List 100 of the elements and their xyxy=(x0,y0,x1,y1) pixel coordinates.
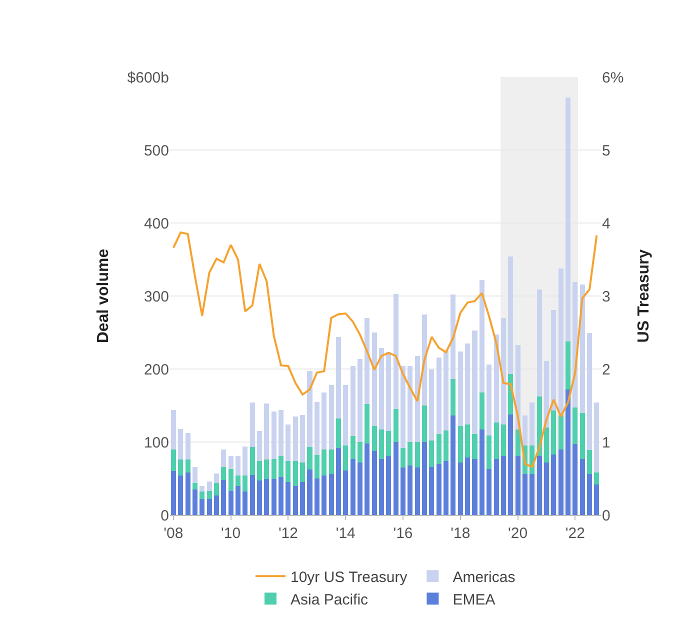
bar xyxy=(214,482,219,496)
bar xyxy=(494,458,499,515)
bar xyxy=(350,366,356,436)
bar xyxy=(336,336,341,419)
legend-label: 10yr US Treasury xyxy=(290,569,408,586)
bar xyxy=(458,462,463,515)
x-tick-label: '08 xyxy=(164,525,184,542)
bar xyxy=(558,449,564,515)
bar xyxy=(300,462,306,482)
bar xyxy=(378,348,384,430)
bar xyxy=(271,458,276,480)
bar xyxy=(530,402,535,446)
bar xyxy=(494,422,499,459)
bar xyxy=(214,495,219,515)
bar xyxy=(386,352,392,432)
bar xyxy=(422,406,428,442)
y-tick-label: 200 xyxy=(144,361,169,378)
bar xyxy=(307,447,312,470)
bar xyxy=(522,416,528,446)
bar xyxy=(414,356,420,442)
bar xyxy=(551,454,556,515)
bar xyxy=(170,471,176,515)
bar xyxy=(450,416,456,515)
y-tick-label: 0 xyxy=(160,507,169,524)
x-tick-label: '18 xyxy=(450,525,470,542)
bar xyxy=(364,404,370,444)
bar xyxy=(372,332,377,426)
bar xyxy=(450,379,456,416)
bar xyxy=(250,474,255,515)
bar xyxy=(343,470,348,515)
bar xyxy=(572,444,578,515)
y-tick-label: 500 xyxy=(144,142,169,160)
bar xyxy=(286,460,291,482)
bar xyxy=(465,457,470,515)
bar xyxy=(170,410,176,450)
bar xyxy=(271,479,276,515)
bar xyxy=(594,472,600,484)
bar xyxy=(508,256,514,374)
bar xyxy=(565,97,571,342)
bar xyxy=(264,479,270,515)
bar xyxy=(551,310,556,411)
bar xyxy=(200,492,205,499)
bar xyxy=(178,476,184,515)
bar xyxy=(551,410,556,454)
bar xyxy=(580,412,585,459)
bar xyxy=(372,450,377,515)
bar xyxy=(286,482,291,515)
bar xyxy=(486,469,492,515)
bar xyxy=(236,456,241,476)
bar xyxy=(228,456,234,470)
bar xyxy=(479,280,484,392)
y2-tick-label: 1 xyxy=(602,434,610,452)
bar xyxy=(314,402,320,456)
bar xyxy=(314,478,320,515)
bar xyxy=(393,409,398,442)
x-tick-label: '22 xyxy=(565,525,585,542)
bar xyxy=(271,411,276,459)
bar xyxy=(408,442,413,466)
bar xyxy=(479,430,484,515)
bar xyxy=(536,289,542,397)
bar xyxy=(292,416,298,461)
x-tick-label: '10 xyxy=(221,525,241,542)
bar xyxy=(336,418,341,448)
y-tick-label: 100 xyxy=(144,434,169,452)
bar xyxy=(328,474,334,515)
bar xyxy=(408,465,413,515)
bar xyxy=(558,416,564,450)
y-tick-label: 400 xyxy=(144,215,169,232)
bar xyxy=(343,446,348,470)
bar xyxy=(429,370,434,441)
bar xyxy=(414,468,420,515)
bar xyxy=(500,424,506,456)
bar xyxy=(250,402,255,448)
bar xyxy=(286,424,291,461)
bar xyxy=(322,449,327,476)
bar xyxy=(236,476,241,486)
bar xyxy=(322,476,327,515)
bar xyxy=(408,366,413,442)
bar xyxy=(242,476,248,492)
bar xyxy=(328,449,334,474)
bar xyxy=(206,481,212,491)
y2-tick-label: 4 xyxy=(602,215,610,232)
bar xyxy=(292,460,298,486)
bar xyxy=(565,389,571,515)
bar xyxy=(307,470,312,515)
y2-tick-label: 3 xyxy=(602,288,610,306)
bar xyxy=(185,460,190,473)
bar xyxy=(378,430,384,459)
bar xyxy=(522,474,528,515)
bar xyxy=(458,351,463,426)
bar xyxy=(343,385,348,446)
bar xyxy=(236,486,241,515)
bar xyxy=(500,456,506,515)
bar xyxy=(221,466,226,480)
bar xyxy=(544,462,549,515)
bar xyxy=(458,426,463,462)
bar xyxy=(444,430,449,461)
bar xyxy=(264,460,270,480)
bar xyxy=(444,350,449,430)
bar xyxy=(192,482,198,490)
